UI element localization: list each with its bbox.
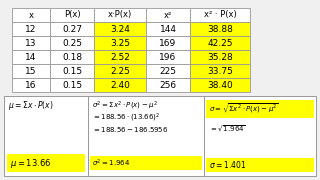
Bar [50, 36, 94, 50]
Text: 13: 13 [25, 39, 37, 48]
Bar [4, 96, 88, 176]
Text: 16: 16 [25, 80, 37, 89]
Text: 196: 196 [159, 53, 177, 62]
Bar [50, 78, 94, 92]
Text: $= \sqrt{1.964}$: $= \sqrt{1.964}$ [209, 123, 246, 133]
Text: 0.27: 0.27 [62, 24, 82, 33]
Text: 2.25: 2.25 [110, 66, 130, 75]
Text: 3.25: 3.25 [110, 39, 130, 48]
Text: $\sigma^2 = \Sigma x^2 \cdot P(x) - \mu^2$: $\sigma^2 = \Sigma x^2 \cdot P(x) - \mu^… [92, 100, 158, 112]
Bar [12, 36, 50, 50]
Text: 0.18: 0.18 [62, 53, 82, 62]
Text: $= 188.56 \cdot (13.66)^2$: $= 188.56 \cdot (13.66)^2$ [92, 112, 160, 124]
Text: 33.75: 33.75 [207, 66, 233, 75]
Bar [50, 64, 94, 78]
Bar [12, 78, 50, 92]
Text: 144: 144 [159, 24, 177, 33]
Text: x·P(x): x·P(x) [108, 10, 132, 19]
Bar [146, 36, 190, 50]
Bar [7, 154, 85, 172]
Text: $\mu = \Sigma x \cdot P(x)$: $\mu = \Sigma x \cdot P(x)$ [8, 100, 53, 112]
Bar [206, 100, 314, 118]
Text: 0.15: 0.15 [62, 80, 82, 89]
Text: 14: 14 [25, 53, 37, 62]
Text: 0.25: 0.25 [62, 39, 82, 48]
Text: x²: x² [164, 10, 172, 19]
Text: 15: 15 [25, 66, 37, 75]
Text: 35.28: 35.28 [207, 53, 233, 62]
Text: 2.52: 2.52 [110, 53, 130, 62]
Bar [50, 50, 94, 64]
Bar [94, 50, 146, 64]
Text: 42.25: 42.25 [207, 39, 233, 48]
Bar [146, 22, 190, 36]
Bar [204, 96, 316, 176]
Text: 12: 12 [25, 24, 37, 33]
Text: 38.88: 38.88 [207, 24, 233, 33]
Bar [88, 96, 204, 176]
Bar [146, 64, 190, 78]
Text: 169: 169 [159, 39, 177, 48]
Bar [50, 22, 94, 36]
Bar [12, 64, 50, 78]
Bar [94, 78, 146, 92]
Bar [190, 36, 250, 50]
Text: $\sigma = 1.401$: $\sigma = 1.401$ [209, 159, 246, 170]
Text: 38.40: 38.40 [207, 80, 233, 89]
Text: 2.40: 2.40 [110, 80, 130, 89]
Text: 3.24: 3.24 [110, 24, 130, 33]
Bar [12, 8, 50, 22]
Text: $\sigma^2 = 1.964$: $\sigma^2 = 1.964$ [92, 157, 130, 169]
Bar [90, 156, 202, 170]
Bar [12, 22, 50, 36]
Bar [190, 64, 250, 78]
Bar [190, 8, 250, 22]
Bar [146, 8, 190, 22]
Bar [146, 78, 190, 92]
Text: x: x [28, 10, 34, 19]
Bar [94, 36, 146, 50]
Text: 256: 256 [159, 80, 177, 89]
Text: 225: 225 [159, 66, 177, 75]
Text: x² · P(x): x² · P(x) [204, 10, 236, 19]
Bar [94, 64, 146, 78]
Bar [206, 158, 314, 172]
Text: 0.15: 0.15 [62, 66, 82, 75]
Bar [94, 8, 146, 22]
Text: $\sigma = \sqrt{\Sigma x^2 \cdot P(x) - \mu^2}$: $\sigma = \sqrt{\Sigma x^2 \cdot P(x) - … [209, 102, 279, 116]
Bar [146, 50, 190, 64]
Text: $\mu = 13.66$: $\mu = 13.66$ [10, 156, 51, 170]
Bar [50, 8, 94, 22]
Bar [94, 22, 146, 36]
Bar [12, 50, 50, 64]
Bar [190, 50, 250, 64]
Bar [190, 78, 250, 92]
Text: $=188.56 - 186.5956$: $=188.56 - 186.5956$ [92, 125, 168, 134]
Bar [190, 22, 250, 36]
Text: P(x): P(x) [64, 10, 80, 19]
